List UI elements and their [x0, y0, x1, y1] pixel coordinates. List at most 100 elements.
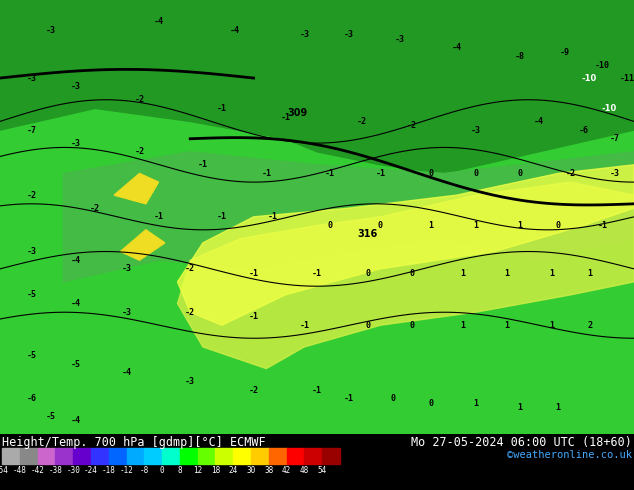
Text: -42: -42 [30, 466, 44, 475]
Text: -24: -24 [84, 466, 98, 475]
Text: -2: -2 [134, 147, 145, 156]
Text: -3: -3 [470, 125, 481, 135]
Polygon shape [120, 230, 165, 260]
Text: -3: -3 [71, 139, 81, 147]
Bar [251, 448, 269, 464]
Bar [73, 448, 91, 464]
Text: -1: -1 [249, 269, 259, 278]
Text: -1: -1 [312, 386, 322, 395]
Text: -1: -1 [375, 169, 385, 178]
Polygon shape [0, 0, 634, 173]
Text: -1: -1 [249, 312, 259, 321]
Text: 316: 316 [358, 229, 378, 239]
Text: -3: -3 [122, 308, 132, 317]
Bar [20, 448, 37, 464]
Text: -48: -48 [13, 466, 27, 475]
Polygon shape [63, 152, 634, 282]
Text: 24: 24 [229, 466, 238, 475]
Text: Height/Temp. 700 hPa [gdmp][°C] ECMWF: Height/Temp. 700 hPa [gdmp][°C] ECMWF [2, 436, 266, 449]
Text: -2: -2 [407, 121, 417, 130]
Text: -5: -5 [27, 351, 37, 360]
Text: -4: -4 [71, 416, 81, 425]
Text: -6: -6 [578, 125, 588, 135]
Text: -3: -3 [27, 247, 37, 256]
Text: -3: -3 [185, 377, 195, 386]
Text: -2: -2 [249, 386, 259, 395]
Text: -4: -4 [534, 117, 544, 126]
Text: -3: -3 [394, 34, 404, 44]
Bar [269, 448, 287, 464]
Text: 1: 1 [517, 403, 522, 412]
Bar [216, 448, 233, 464]
Text: 0: 0 [378, 221, 383, 230]
Text: -2: -2 [185, 265, 195, 273]
Bar [127, 448, 145, 464]
Text: 1: 1 [549, 321, 554, 330]
Text: 42: 42 [282, 466, 291, 475]
Bar [322, 448, 340, 464]
Text: 1: 1 [549, 269, 554, 278]
Polygon shape [178, 182, 634, 368]
Bar [37, 448, 55, 464]
Text: -3: -3 [122, 265, 132, 273]
Text: 38: 38 [264, 466, 273, 475]
Text: -1: -1 [344, 394, 354, 403]
Text: -4: -4 [71, 256, 81, 265]
Text: 30: 30 [247, 466, 256, 475]
Text: -8: -8 [515, 52, 525, 61]
Text: 1: 1 [555, 403, 560, 412]
Polygon shape [178, 165, 634, 325]
Bar [180, 448, 198, 464]
Text: 2: 2 [587, 321, 592, 330]
Text: -5: -5 [46, 412, 56, 421]
Text: -11: -11 [620, 74, 634, 82]
Text: -4: -4 [71, 299, 81, 308]
Text: -12: -12 [120, 466, 134, 475]
Text: -4: -4 [230, 26, 240, 35]
Bar [162, 448, 180, 464]
Polygon shape [114, 173, 158, 204]
Text: -5: -5 [71, 360, 81, 369]
Text: 1: 1 [473, 221, 478, 230]
Text: -1: -1 [280, 113, 290, 122]
Text: -2: -2 [90, 204, 100, 213]
Bar [109, 448, 127, 464]
Text: 1: 1 [505, 321, 510, 330]
Text: -7: -7 [610, 134, 620, 143]
Text: -1: -1 [217, 104, 227, 113]
Text: -3: -3 [344, 30, 354, 39]
Text: -18: -18 [102, 466, 115, 475]
Text: 8: 8 [178, 466, 182, 475]
Text: 0: 0 [410, 321, 415, 330]
Text: 1: 1 [517, 221, 522, 230]
Text: 0: 0 [160, 466, 164, 475]
Bar [2, 448, 20, 464]
Text: -2: -2 [356, 117, 366, 126]
Text: -3: -3 [71, 82, 81, 91]
Text: 1: 1 [460, 269, 465, 278]
Text: 0: 0 [391, 394, 396, 403]
Text: -1: -1 [597, 221, 607, 230]
Text: -1: -1 [198, 160, 208, 169]
Text: -10: -10 [601, 104, 616, 113]
Text: -4: -4 [451, 43, 462, 52]
Bar [287, 448, 304, 464]
Bar [198, 448, 216, 464]
Text: 309: 309 [288, 108, 308, 118]
Text: -1: -1 [217, 212, 227, 221]
Text: -38: -38 [48, 466, 62, 475]
Text: ©weatheronline.co.uk: ©weatheronline.co.uk [507, 450, 632, 460]
Text: Mo 27-05-2024 06:00 UTC (18+60): Mo 27-05-2024 06:00 UTC (18+60) [411, 436, 632, 449]
Text: -8: -8 [139, 466, 149, 475]
Bar [55, 448, 73, 464]
Text: -10: -10 [582, 74, 597, 82]
Bar [91, 448, 109, 464]
Text: 18: 18 [211, 466, 220, 475]
Text: 0: 0 [327, 221, 332, 230]
Text: -2: -2 [566, 169, 576, 178]
Text: -1: -1 [261, 169, 271, 178]
Text: -30: -30 [66, 466, 80, 475]
Text: 0: 0 [365, 321, 370, 330]
Text: -1: -1 [325, 169, 335, 178]
Text: -10: -10 [595, 61, 610, 70]
